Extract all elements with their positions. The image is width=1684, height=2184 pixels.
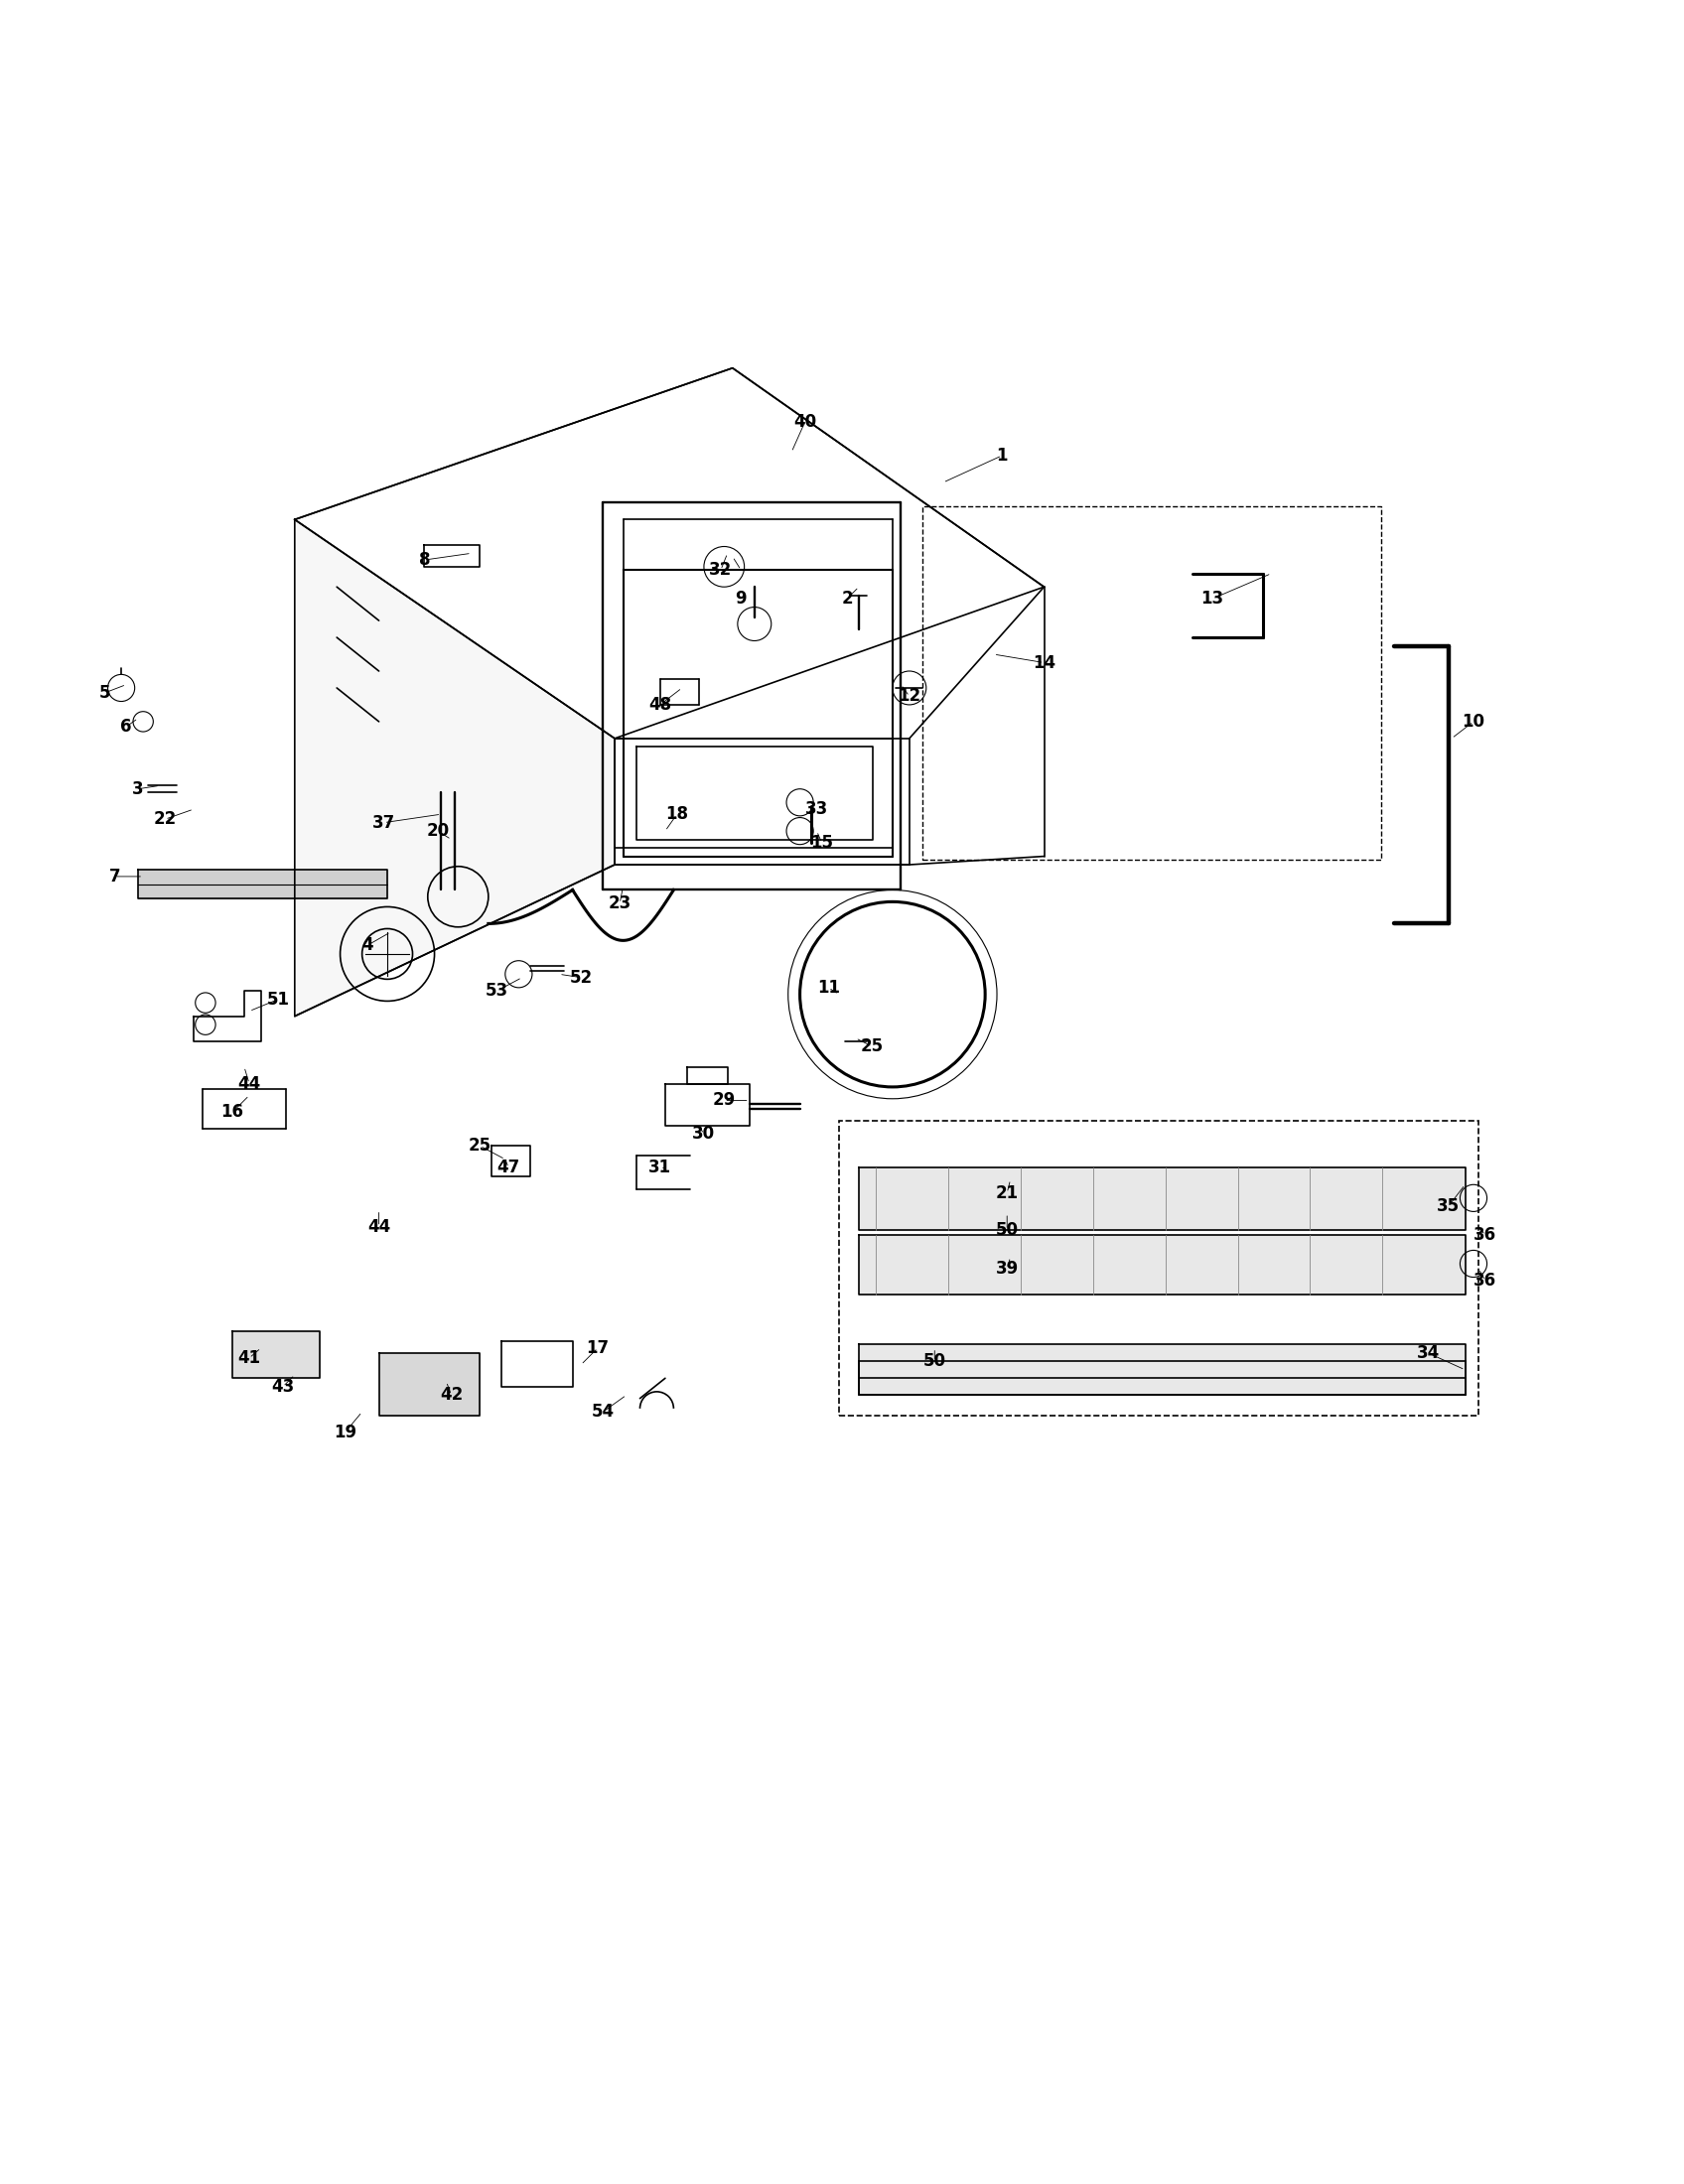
Text: 21: 21 — [995, 1184, 1019, 1201]
Text: 1: 1 — [997, 448, 1007, 465]
Text: 6: 6 — [121, 719, 131, 736]
Text: 2: 2 — [842, 590, 852, 607]
Text: 15: 15 — [810, 834, 834, 852]
Bar — [839, 1120, 1479, 1415]
Text: 50: 50 — [923, 1352, 946, 1369]
Text: 12: 12 — [898, 688, 921, 705]
Text: 54: 54 — [591, 1402, 615, 1422]
Text: 19: 19 — [333, 1424, 357, 1441]
Text: 29: 29 — [712, 1092, 736, 1109]
Text: 10: 10 — [1462, 712, 1485, 729]
Text: 43: 43 — [271, 1378, 295, 1396]
Polygon shape — [232, 1330, 320, 1378]
Text: 36: 36 — [1474, 1271, 1497, 1289]
Bar — [923, 507, 1381, 860]
Text: 22: 22 — [153, 810, 177, 828]
Text: 44: 44 — [367, 1219, 391, 1236]
Text: 9: 9 — [736, 590, 746, 607]
Polygon shape — [859, 1168, 1465, 1230]
Text: 23: 23 — [608, 895, 632, 913]
Text: 31: 31 — [648, 1160, 672, 1177]
Text: 20: 20 — [426, 821, 450, 841]
Text: 40: 40 — [793, 413, 817, 430]
Text: 41: 41 — [237, 1350, 261, 1367]
Text: 11: 11 — [817, 978, 840, 996]
Text: 25: 25 — [861, 1037, 884, 1055]
Text: 17: 17 — [586, 1339, 610, 1356]
Text: 44: 44 — [237, 1075, 261, 1092]
Text: 13: 13 — [1201, 590, 1224, 607]
Text: 48: 48 — [648, 697, 672, 714]
Text: 7: 7 — [109, 867, 120, 885]
Text: 32: 32 — [709, 561, 733, 579]
Text: 8: 8 — [419, 550, 429, 568]
Text: 53: 53 — [485, 983, 509, 1000]
Text: 50: 50 — [995, 1221, 1019, 1238]
Text: 18: 18 — [665, 806, 689, 823]
Polygon shape — [295, 520, 615, 1016]
Text: 34: 34 — [1416, 1343, 1440, 1363]
Polygon shape — [859, 1236, 1465, 1295]
Polygon shape — [859, 1345, 1465, 1396]
Text: 30: 30 — [692, 1125, 716, 1142]
Polygon shape — [379, 1352, 480, 1415]
Text: 25: 25 — [468, 1138, 492, 1155]
Text: 5: 5 — [99, 684, 109, 701]
Text: 52: 52 — [569, 968, 593, 987]
Polygon shape — [138, 869, 387, 898]
Text: 39: 39 — [995, 1260, 1019, 1278]
Text: 4: 4 — [362, 937, 372, 954]
Text: 37: 37 — [372, 815, 396, 832]
Text: 35: 35 — [1436, 1197, 1460, 1216]
Text: 16: 16 — [221, 1103, 244, 1120]
Text: 33: 33 — [805, 799, 829, 819]
Text: 14: 14 — [1032, 653, 1056, 673]
Text: 3: 3 — [133, 780, 143, 797]
Text: 42: 42 — [440, 1387, 463, 1404]
Text: 51: 51 — [266, 992, 290, 1009]
Text: 36: 36 — [1474, 1225, 1497, 1245]
Text: 47: 47 — [497, 1160, 520, 1177]
